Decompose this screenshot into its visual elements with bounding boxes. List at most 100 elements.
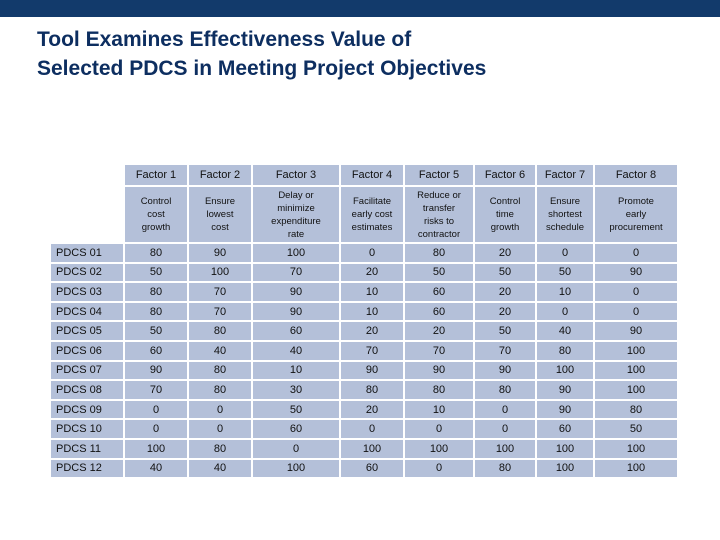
page-title-line-2: Selected PDCS in Meeting Project Objecti… [37, 57, 487, 80]
table-cell: 0 [341, 244, 403, 262]
table-cell: 60 [253, 420, 339, 438]
factor-description-line: Ensure [549, 196, 581, 207]
table-cell: 100 [537, 439, 593, 458]
page-title: Tool Examines Effectiveness Value of Sel… [37, 25, 677, 83]
factor-description-line: time [496, 209, 514, 220]
table-row: PDCS 02 50 100 70 20 50 50 50 90 [51, 263, 677, 282]
factor-description-line: shortest [548, 209, 582, 220]
table-cell: 70 [341, 341, 403, 360]
factor-description-line: Delay or [278, 189, 314, 201]
table-cell: 100 [595, 361, 677, 380]
factor-description-line: Control [140, 196, 172, 207]
table-cell: 100 [537, 459, 593, 478]
table-cell: 50 [595, 420, 677, 438]
factor-header: Factor 4 [341, 165, 403, 185]
table-cell: 0 [189, 420, 251, 438]
effectiveness-table: Factor 1 Factor 2 Factor 3 Factor 4 Factor 5… [49, 163, 679, 479]
row-label: PDCS 12 [51, 459, 123, 478]
table-cell: 0 [125, 420, 187, 438]
table-cell: 100 [595, 439, 677, 458]
table-cell: 50 [253, 400, 339, 419]
table-cell: 100 [253, 244, 339, 262]
factor-header: Factor 3 [253, 165, 339, 185]
factor-header-row: Factor 1 Factor 2 Factor 3 Factor 4 Factor 5… [51, 165, 677, 185]
factor-description: Control time growth [475, 187, 535, 242]
row-label: PDCS 07 [51, 361, 123, 380]
table-cell: 90 [253, 302, 339, 321]
row-label: PDCS 11 [51, 439, 123, 458]
factor-description: Ensure shortest schedule [537, 187, 593, 242]
table-cell: 100 [189, 263, 251, 282]
row-label: PDCS 03 [51, 283, 123, 301]
table-cell: 40 [189, 341, 251, 360]
table-cell: 100 [537, 361, 593, 380]
factor-description-line: early [625, 209, 647, 220]
table-cell: 80 [405, 244, 473, 262]
table-cell: 10 [537, 283, 593, 301]
table-cell: 50 [475, 263, 535, 282]
table-row: PDCS 05 50 80 60 20 20 50 40 90 [51, 322, 677, 340]
table-cell: 90 [253, 283, 339, 301]
factor-description: Promote early procurement [595, 187, 677, 242]
table-cell: 10 [341, 302, 403, 321]
factor-description-line: lowest [206, 209, 234, 220]
table-cell: 100 [405, 439, 473, 458]
factor-description: Control cost growth [125, 187, 187, 242]
table-cell: 80 [189, 381, 251, 399]
factor-description-line: cost [147, 209, 165, 220]
table-cell: 90 [537, 381, 593, 399]
table-cell: 90 [125, 361, 187, 380]
table-cell: 80 [595, 400, 677, 419]
table-cell: 60 [253, 322, 339, 340]
table-row: PDCS 10 0 0 60 0 0 0 60 50 [51, 420, 677, 438]
table-cell: 70 [253, 263, 339, 282]
factor-header: Factor 7 [537, 165, 593, 185]
table-body: Factor 1 Factor 2 Factor 3 Factor 4 Factor 5… [51, 165, 677, 478]
table-cell: 10 [341, 283, 403, 301]
table-cell: 90 [537, 400, 593, 419]
table-cell: 0 [475, 400, 535, 419]
table-row: PDCS 12 40 40 100 60 0 80 100 100 [51, 459, 677, 478]
table-cell: 80 [125, 283, 187, 301]
factor-description-row: Control cost growth Ensure lowest cost Delay o… [51, 187, 677, 242]
table-cell: 60 [125, 341, 187, 360]
table-cell: 20 [475, 283, 535, 301]
table-cell: 0 [253, 439, 339, 458]
row-label: PDCS 04 [51, 302, 123, 321]
table-cell: 0 [537, 244, 593, 262]
table-cell: 0 [405, 420, 473, 438]
table-cell: 80 [475, 459, 535, 478]
factor-description: Delay or minimize expenditure rate [253, 187, 339, 242]
table-cell: 60 [405, 283, 473, 301]
table-cell: 80 [405, 381, 473, 399]
table-cell: 70 [189, 283, 251, 301]
table-cell: 40 [189, 459, 251, 478]
table-cell: 90 [341, 361, 403, 380]
top-banner [0, 0, 720, 17]
factor-description-line: Facilitate [352, 196, 391, 207]
row-label: PDCS 09 [51, 400, 123, 419]
factor-header: Factor 6 [475, 165, 535, 185]
factor-description-line: Promote [618, 196, 654, 207]
table-cell: 20 [475, 244, 535, 262]
table-row: PDCS 04 80 70 90 10 60 20 0 0 [51, 302, 677, 321]
table-cell: 0 [537, 302, 593, 321]
row-label: PDCS 02 [51, 263, 123, 282]
table-cell: 60 [341, 459, 403, 478]
factor-description-line: growth [141, 222, 171, 233]
table-cell: 70 [475, 341, 535, 360]
factor-description-line: growth [490, 222, 520, 233]
table-cell: 10 [405, 400, 473, 419]
table-cell: 90 [595, 263, 677, 282]
factor-description-line: estimates [351, 222, 393, 233]
table-cell: 40 [253, 341, 339, 360]
table-cell: 60 [405, 302, 473, 321]
table-row: PDCS 01 80 90 100 0 80 20 0 0 [51, 244, 677, 262]
factor-description-line: procurement [609, 222, 663, 233]
table-cell: 20 [341, 263, 403, 282]
table-cell: 100 [341, 439, 403, 458]
row-label: PDCS 10 [51, 420, 123, 438]
factor-description-line: expenditure [271, 215, 321, 227]
description-corner [51, 187, 123, 242]
table-cell: 0 [125, 400, 187, 419]
